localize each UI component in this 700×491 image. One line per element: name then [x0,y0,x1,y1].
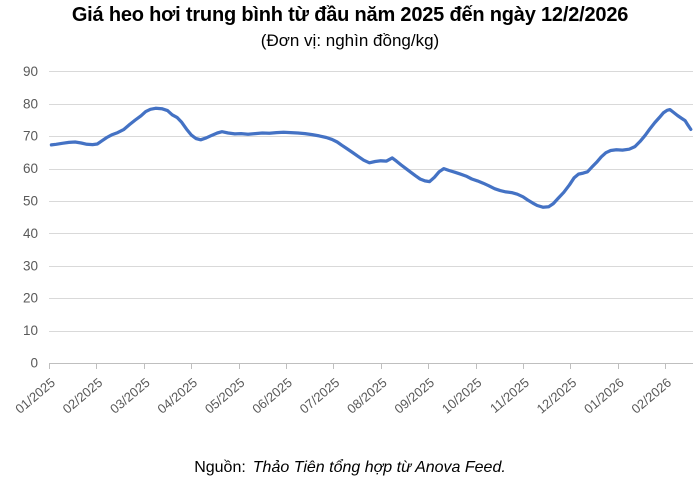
y-tick-label: 70 [23,129,38,144]
axis-group [49,363,693,369]
price-line-chart: 0 10 20 30 40 50 60 70 80 90 01/2025 02/2025 03/202… [12,64,693,417]
price-series-line [49,106,693,209]
x-tick-label: 01/2026 [581,375,627,417]
y-tick-label: 20 [23,291,38,306]
y-tick-label: 10 [23,323,38,338]
y-tick-label: 80 [23,96,38,111]
x-tick-label: 04/2025 [154,375,200,417]
chart-title: Giá heo hơi trung bình từ đầu năm 2025 đ… [71,4,629,26]
x-tick-label: 07/2025 [297,375,343,417]
y-axis-labels: 0 10 20 30 40 50 60 70 80 90 [23,64,38,371]
x-tick-label: 05/2025 [202,375,248,417]
x-tick-label: 09/2025 [391,375,437,417]
x-tick-label: 01/2025 [12,375,58,417]
x-tick-label: 11/2025 [487,375,532,416]
y-tick-label: 60 [23,161,38,176]
source-note: Nguồn: Thảo Tiên tổng hợp từ Anova Feed. [0,459,700,477]
gridlines-group [49,71,693,332]
x-tick-label: 02/2026 [628,375,674,417]
y-tick-label: 90 [23,64,38,79]
x-tick-label: 10/2025 [439,375,485,417]
source-text: Thảo Tiên tổng hợp từ Anova Feed. [252,459,506,476]
y-tick-label: 40 [23,226,38,241]
y-tick-label: 0 [30,356,38,371]
x-tick-label: 02/2025 [60,375,106,417]
y-tick-label: 50 [23,194,38,209]
series-group [49,106,693,209]
x-tick-label: 06/2025 [249,375,295,417]
chart-subtitle: (Đơn vị: nghìn đồng/kg) [260,31,440,50]
x-tick-label: 08/2025 [344,375,390,417]
x-tick-label: 03/2025 [107,375,153,417]
x-tick-label: 12/2025 [534,375,580,417]
y-tick-label: 30 [23,258,38,273]
x-axis-labels: 01/2025 02/2025 03/2025 04/2025 05/2025 06/20… [12,375,674,417]
source-label: Nguồn: [194,459,246,476]
